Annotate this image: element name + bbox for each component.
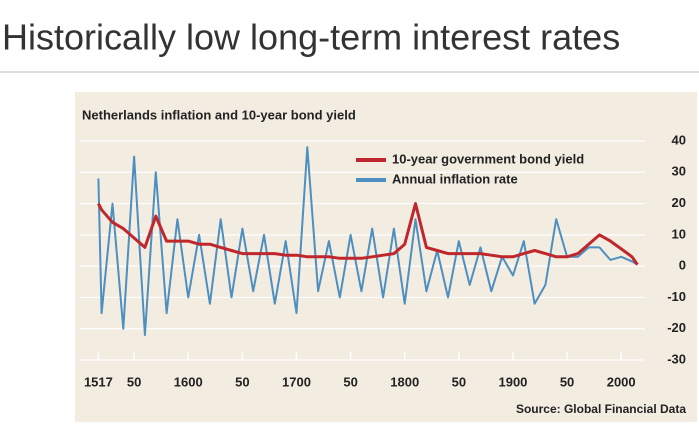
- slide-title: Historically low long-term interest rate…: [2, 17, 620, 58]
- x-tick-label: 1900: [498, 374, 527, 389]
- chart-title: Netherlands inflation and 10-year bond y…: [82, 107, 356, 122]
- legend-label: 10-year government bond yield: [392, 151, 584, 166]
- x-tick-label: 50: [235, 374, 249, 389]
- y-tick-label: 30: [672, 164, 686, 179]
- y-tick-label: 10: [672, 226, 686, 241]
- x-tick-label: 50: [560, 374, 574, 389]
- series-line: [97, 146, 638, 336]
- y-tick-label: 0: [679, 258, 686, 273]
- plot: -30 -20 -10 0 10 20 30 40 1517 50 1600 50 1700 50 1800…: [80, 132, 686, 389]
- x-tick-label: 1600: [174, 374, 203, 389]
- x-tick-label: 1800: [390, 374, 419, 389]
- x-tick-label: 1700: [282, 374, 311, 389]
- x-tick-label: 2000: [607, 374, 636, 389]
- x-tick-label: 50: [343, 374, 357, 389]
- y-tick-label: 40: [672, 132, 686, 147]
- y-tick-label: -10: [667, 289, 686, 304]
- x-tick-label: 50: [452, 374, 466, 389]
- x-tick-label: 1517: [84, 374, 113, 389]
- chart-background: [75, 92, 697, 422]
- series-line: [97, 202, 639, 266]
- y-tick-label: -20: [667, 320, 686, 335]
- source: Source: Global Financial Data: [516, 402, 686, 416]
- y-tick-label: -30: [667, 351, 686, 366]
- y-tick-label: 20: [672, 195, 686, 210]
- legend-label: Annual inflation rate: [392, 171, 518, 186]
- x-tick-label: 50: [127, 374, 141, 389]
